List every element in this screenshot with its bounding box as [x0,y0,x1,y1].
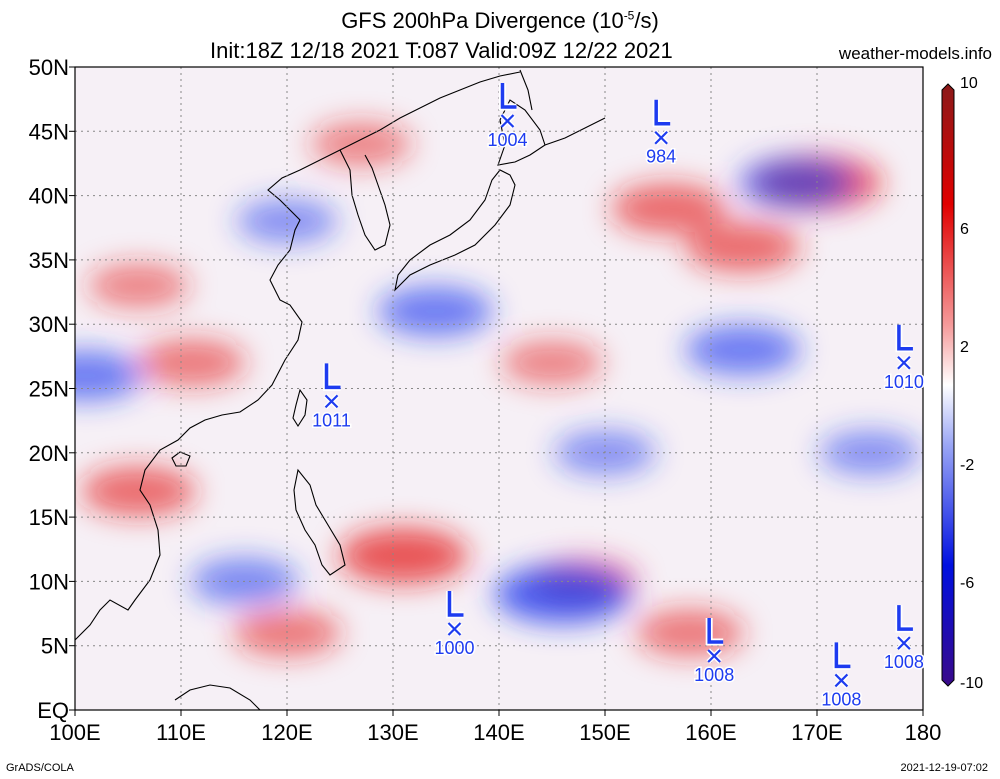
low-marker-4: 1010 [882,324,925,393]
divergence-feature-1 [137,339,246,387]
divergence-feature-21 [236,199,338,244]
x-tick-label: 110E [156,720,206,745]
x-tick-label: 180 [905,720,942,745]
divergence-feature-7 [611,183,727,234]
colorbar-tick-label: -2 [960,457,974,474]
low-pressure-value: 1000 [434,638,474,658]
low-center-x [500,114,515,128]
low-letter-L [654,99,671,126]
divergence-feature-12 [635,609,744,657]
x-axis-labels: 100E 110E 120E 130E 140E 150E 160E 170E 180 [49,720,941,745]
chart-title: GFS 200hPa Divergence (10-5/s) [341,8,659,33]
x-tick-label: 130E [367,720,418,745]
y-tick-label: 45N [29,119,69,144]
divergence-feature-14 [377,286,493,337]
low-letter-L [897,324,913,351]
low-pressure-value: 1008 [821,689,861,709]
low-marker-1: 1004 [486,83,529,152]
divergence-feature-16 [75,350,144,401]
coast-philippines [293,468,346,576]
coast-asia [75,71,521,641]
low-pressure-value: 1008 [884,652,924,672]
low-center-x [654,130,668,145]
y-tick-label: 30N [29,312,69,337]
y-tick-label: EQ [37,698,69,723]
y-axis-labels: EQ 5N 10N 15N 20N 25N 30N 35N 40N 45N 50N [29,55,69,723]
coast-kurils [544,117,606,146]
low-letter-L [324,363,341,390]
coastlines [75,69,606,710]
gridlines [75,67,923,710]
coast-korea [339,149,391,251]
colorbar-tick-label: -10 [960,675,983,692]
low-pressure-value: 1010 [884,372,924,392]
divergence-feature-11 [88,263,190,308]
divergence-feature-20 [819,430,921,475]
axis-ticks [69,66,924,716]
y-tick-label: 35N [29,248,69,273]
low-letter-L [447,590,464,617]
coast-taiwan [292,388,308,428]
y-tick-label: 10N [29,569,69,594]
divergence-feature-6 [685,222,801,273]
coast-borneo [174,684,261,710]
x-tick-label: 150E [579,720,630,745]
low-center-x [834,673,849,688]
low-pressure-value: 1008 [694,665,734,685]
low-marker-3: 1011 [311,363,352,432]
divergence-feature-2 [81,466,197,517]
divergence-feature-3 [339,527,469,584]
low-letter-L [707,617,724,644]
low-pressure-value: 1004 [487,130,527,150]
low-marker-7: 1008 [820,642,863,711]
low-letter-L [834,642,851,669]
footer-timestamp: 2021-12-19-07:02 [900,762,988,774]
divergence-feature-9 [501,340,603,385]
low-marker-6: 1008 [693,617,736,686]
colorbar-tick-label: -6 [960,575,974,592]
footer-credit: GrADS/COLA [6,762,74,774]
y-tick-label: 25N [29,377,69,402]
low-center-x [897,356,911,370]
coast-japan [394,169,516,292]
divergence-feature-13 [494,565,631,624]
colorbar-tick-label: 2 [960,339,969,356]
colorbar: 10 6 2 -2 -6 -10 [941,75,983,692]
coast-hokkaido [497,99,546,166]
y-tick-label: 5N [41,634,69,659]
low-center-x [324,394,339,409]
low-pressure-markers: 1004 984 1011 1010 1000 1008 1008 1008 [311,83,925,711]
low-marker-8: 1008 [882,605,925,674]
low-letter-L [897,605,913,631]
low-center-x [707,649,721,663]
low-center-x [897,636,911,650]
x-tick-label: 120E [261,720,312,745]
y-tick-label: 20N [29,441,69,466]
y-tick-label: 50N [29,55,69,80]
y-tick-label: 40N [29,184,69,209]
x-tick-label: 140E [473,720,524,745]
low-marker-2: 984 [645,99,678,168]
divergence-feature-10 [310,121,412,167]
chart-subtitle: Init:18Z 12/18 2021 T:087 Valid:09Z 12/2… [210,38,673,63]
colorbar-labels: 10 6 2 -2 -6 -10 [960,75,983,692]
low-center-x [447,622,462,636]
x-tick-label: 170E [791,720,842,745]
low-letter-L [500,83,517,109]
colorbar-tick-label: 10 [960,75,978,92]
x-tick-label: 100E [49,720,100,745]
x-tick-label: 160E [685,720,736,745]
source-label: weather-models.info [838,44,992,63]
low-pressure-value: 984 [646,147,676,167]
low-marker-5: 1000 [433,590,476,659]
y-tick-label: 15N [29,505,69,530]
divergence-feature-17 [738,157,854,208]
colorbar-tick-label: 6 [960,221,969,238]
low-pressure-value: 1011 [312,410,351,430]
divergence-feature-15 [685,324,801,375]
colorbar-gradient [941,83,955,687]
coast-sakhalin [519,69,533,111]
